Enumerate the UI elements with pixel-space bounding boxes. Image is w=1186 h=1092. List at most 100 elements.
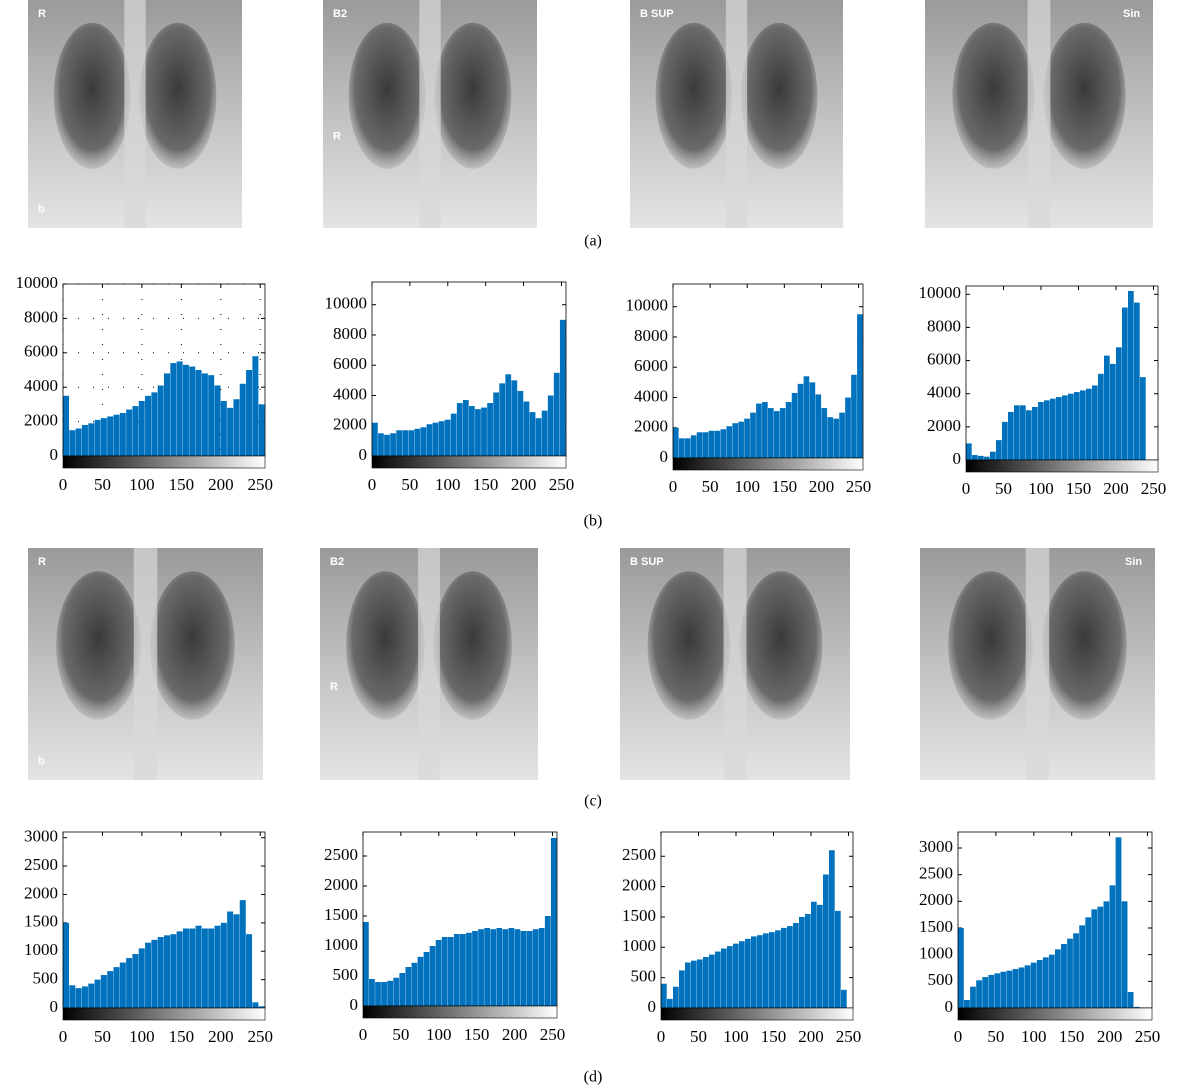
bar	[539, 928, 545, 1006]
bar	[1038, 402, 1044, 460]
bar	[805, 914, 811, 1008]
y-tick-label: 2000	[24, 411, 58, 430]
x-tick-label: 50	[690, 1027, 707, 1046]
bar	[982, 977, 988, 1008]
bar	[1062, 395, 1068, 460]
x-tick-label: 50	[987, 1027, 1004, 1046]
bar	[703, 957, 709, 1008]
bar	[82, 986, 88, 1008]
bar	[1073, 933, 1079, 1008]
bar	[1074, 392, 1080, 460]
bar	[733, 944, 739, 1008]
image-label: R	[38, 556, 46, 568]
bar	[1037, 960, 1043, 1008]
bar	[691, 435, 697, 458]
bar	[107, 416, 113, 456]
bar	[233, 399, 239, 456]
x-tick-label: 0	[657, 1027, 666, 1046]
bar	[412, 963, 418, 1006]
spine	[134, 548, 158, 780]
bar	[1140, 377, 1146, 460]
bar	[445, 420, 451, 456]
bar	[466, 933, 472, 1006]
image-label: b	[38, 204, 45, 216]
x-tick-label: 0	[962, 479, 971, 498]
bar	[738, 422, 744, 458]
bar	[402, 430, 408, 456]
bar	[1122, 901, 1128, 1008]
x-tick-label: 250	[248, 1027, 274, 1046]
y-tick-label: 1500	[24, 912, 58, 931]
bar	[745, 939, 751, 1008]
x-tick-label: 100	[129, 1027, 155, 1046]
bar	[1091, 909, 1097, 1008]
bar	[817, 905, 823, 1008]
bar	[972, 455, 978, 460]
bar	[685, 962, 691, 1008]
image-label: b	[38, 755, 45, 767]
bar	[990, 452, 996, 460]
colorbar	[63, 456, 265, 468]
bar	[502, 929, 508, 1006]
bar	[82, 425, 88, 456]
bar	[69, 985, 75, 1008]
x-tick-label: 150	[772, 477, 798, 496]
bar	[95, 980, 101, 1008]
bar	[427, 424, 433, 456]
bar	[487, 403, 493, 456]
bar	[164, 935, 170, 1008]
bar	[240, 900, 246, 1008]
image-label: B2	[330, 556, 344, 568]
lung	[948, 571, 1033, 719]
y-tick-label: 1000	[324, 935, 358, 954]
x-tick-label: 200	[798, 1027, 824, 1046]
bar	[857, 314, 863, 458]
bar	[114, 967, 120, 1008]
y-tick-label: 0	[945, 997, 954, 1016]
bar	[202, 373, 208, 456]
bar	[418, 957, 424, 1006]
y-tick-label: 1000	[24, 940, 58, 959]
bar	[421, 427, 427, 456]
bar	[691, 961, 697, 1008]
x-tick-label: 200	[809, 477, 835, 496]
bar	[1067, 939, 1073, 1008]
x-tick-label: 200	[1103, 479, 1129, 498]
x-tick-label: 150	[169, 1027, 195, 1046]
bar	[114, 415, 120, 456]
y-tick-label: 1500	[324, 905, 358, 924]
y-tick-label: 2000	[333, 415, 367, 434]
y-tick-label: 500	[333, 965, 359, 984]
bar	[132, 954, 138, 1008]
bar	[703, 432, 709, 458]
y-tick-label: 8000	[634, 326, 668, 345]
bar	[679, 970, 685, 1008]
bar	[1104, 356, 1110, 460]
bar	[246, 934, 252, 1008]
x-tick-label: 0	[59, 1027, 68, 1046]
bar	[170, 363, 176, 456]
colorbar	[661, 1008, 853, 1020]
x-tick-label: 100	[734, 477, 760, 496]
bar	[202, 929, 208, 1008]
y-tick-label: 4000	[24, 376, 58, 395]
bar	[845, 397, 851, 458]
bar	[88, 984, 94, 1008]
y-tick-label: 8000	[927, 316, 961, 335]
lung	[433, 571, 511, 719]
bar	[499, 383, 505, 456]
bar	[170, 934, 176, 1008]
y-tick-label: 2500	[324, 845, 358, 864]
colorbar	[958, 1008, 1152, 1020]
bar	[780, 408, 786, 458]
bar	[1116, 347, 1122, 460]
bar	[709, 431, 715, 458]
bar	[994, 973, 1000, 1008]
bar	[183, 929, 189, 1008]
y-tick-label: 0	[359, 445, 368, 464]
colorbar	[63, 1008, 265, 1020]
y-tick-label: 2500	[919, 864, 953, 883]
y-tick-label: 0	[953, 449, 962, 468]
x-tick-label: 250	[846, 477, 872, 496]
y-tick-label: 500	[631, 967, 657, 986]
